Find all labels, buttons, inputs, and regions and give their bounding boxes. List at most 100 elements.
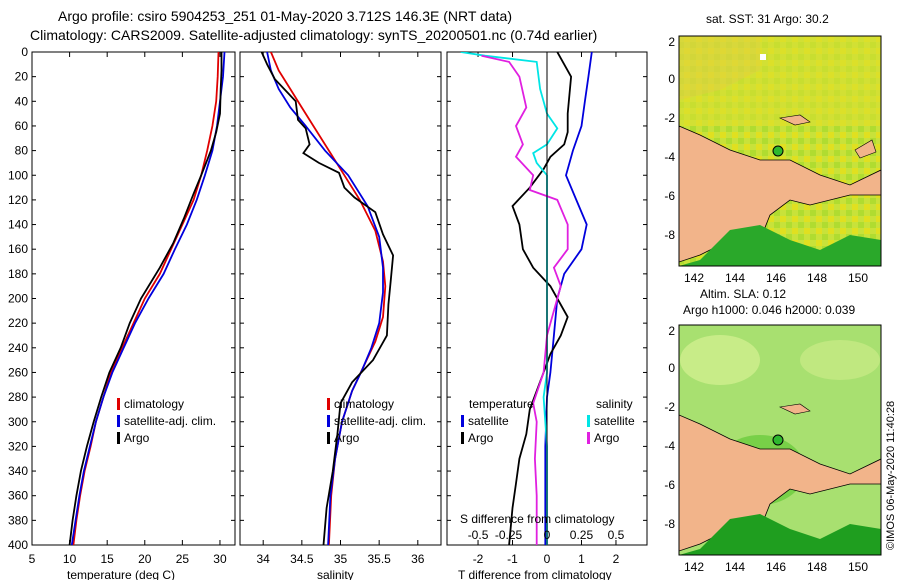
temperature-series <box>68 52 226 545</box>
difference-series-t-satellite <box>544 52 593 545</box>
sla-ytick: -2 <box>664 400 675 414</box>
depth-tick-label: 380 <box>8 513 28 527</box>
x-tick-label: 25 <box>176 552 190 566</box>
depth-axis: 0 20 40 60 80 100 120 140 160 180 200 220 240 260 280 3… <box>8 45 28 552</box>
legend-climatology: climatology <box>124 397 184 411</box>
sst-patch <box>679 36 760 100</box>
sla-high-blob <box>680 335 760 385</box>
sla-island <box>778 403 811 415</box>
salinity-series-satellite-adj-clim- <box>266 52 384 545</box>
sst-warm-band <box>679 36 881 126</box>
t-diff-xlabel: T difference from climatology <box>458 568 612 580</box>
sst-map-title: sat. SST: 31 Argo: 30.2 <box>706 12 829 26</box>
x-tick-label: 34 <box>257 552 271 566</box>
x-tick-label: 15 <box>101 552 115 566</box>
s-diff-tick-label: -0.5 <box>468 528 489 542</box>
depth-tick-label: 340 <box>8 464 28 478</box>
depth-tick-label: 220 <box>8 316 28 330</box>
sla-map-xticks: 142 144 146 148 150 <box>684 560 868 574</box>
sst-map-frame <box>678 35 882 267</box>
temperature-panel <box>31 51 236 546</box>
legend-satellite: satellite-adj. clim. <box>124 414 216 428</box>
salinity-series-argo <box>260 52 395 545</box>
depth-tick-label: 140 <box>8 218 28 232</box>
legend-satellite: satellite-adj. clim. <box>334 414 426 428</box>
temperature-series-satellite-adj-clim- <box>70 52 226 545</box>
x-tick-label: 10 <box>63 552 77 566</box>
x-tick-label: 35.5 <box>367 552 391 566</box>
legend-climatology: climatology <box>334 397 394 411</box>
depth-tick-label: 60 <box>15 119 29 133</box>
depth-tick-label: 40 <box>15 94 29 108</box>
s-diff-xlabel: S difference from climatology <box>460 512 615 526</box>
temperature-x-axis: 5 10 15 20 25 30 <box>29 51 235 566</box>
temperature-legend: climatology satellite-adj. clim. Argo <box>117 397 216 445</box>
difference-legend: temperature satellite Argo salinity sate… <box>461 397 635 445</box>
depth-tick-label: 120 <box>8 193 28 207</box>
difference-x-axis: -2 -1 0 1 2 <box>447 51 647 566</box>
sla-coastal-green <box>679 514 881 555</box>
sst-xtick: 144 <box>725 271 745 285</box>
sst-island <box>778 114 811 126</box>
salinity-series-climatology <box>270 52 387 545</box>
sla-ytick: -4 <box>664 439 675 453</box>
sst-map <box>679 36 881 266</box>
figure-title-line2: Climatology: CARS2009. Satellite-adjuste… <box>30 27 597 43</box>
depth-tick-label: 260 <box>8 365 28 379</box>
legend-t-argo: Argo <box>468 431 494 445</box>
legend-swatch-s-satellite <box>587 415 590 427</box>
salinity-xlabel: salinity <box>317 568 354 580</box>
x-tick-label: 30 <box>213 552 227 566</box>
sst-ytick: -6 <box>664 189 675 203</box>
sst-xtick: 150 <box>848 271 868 285</box>
depth-tick-label: 160 <box>8 242 28 256</box>
depth-tick-label: 100 <box>8 168 28 182</box>
depth-tick-label: 360 <box>8 489 28 503</box>
depth-tick-label: 400 <box>8 538 28 552</box>
s-diff-tick-label: -0.25 <box>495 528 523 542</box>
s-diff-tick-label: 0.5 <box>608 528 625 542</box>
s-diff-tick-label: 0.25 <box>570 528 594 542</box>
sla-ytick: 0 <box>668 361 675 375</box>
legend-swatch-s-argo <box>587 432 590 444</box>
sst-ytick: -2 <box>664 111 675 125</box>
sla-map-title: Altim. SLA: 0.12 <box>700 287 786 301</box>
legend-swatch-t-satellite <box>461 415 464 427</box>
legend-temperature-title: temperature <box>469 397 534 411</box>
temperature-series-argo <box>68 52 223 545</box>
sst-xtick: 148 <box>807 271 827 285</box>
legend-salinity-title: salinity <box>596 397 633 411</box>
salinity-series <box>260 52 395 545</box>
sst-ytick: -4 <box>664 150 675 164</box>
legend-s-argo: Argo <box>594 431 620 445</box>
sla-argo-marker <box>772 434 784 446</box>
sst-missing-pixel <box>760 54 766 60</box>
legend-s-satellite: satellite <box>594 414 635 428</box>
depth-tick-label: 200 <box>8 292 28 306</box>
x-tick-label: 1 <box>578 552 585 566</box>
salinity-panel <box>239 51 442 546</box>
salinity-x-axis: 34 34.5 35 35.5 36 <box>240 51 441 566</box>
sst-coastal-green <box>679 225 881 266</box>
sla-xtick: 144 <box>725 560 745 574</box>
x-tick-label: 36 <box>411 552 425 566</box>
depth-tick-label: 80 <box>15 144 29 158</box>
x-tick-label: 5 <box>29 552 36 566</box>
legend-swatch-t-argo <box>461 432 464 444</box>
sst-ytick: -8 <box>664 228 675 242</box>
temperature-xlabel: temperature (deg C) <box>67 568 175 580</box>
temperature-series-climatology <box>72 52 220 545</box>
sla-xtick: 142 <box>684 560 704 574</box>
legend-argo: Argo <box>124 431 150 445</box>
sla-xtick: 150 <box>848 560 868 574</box>
depth-tick-label: 280 <box>8 390 28 404</box>
legend-swatch-argo <box>327 432 330 444</box>
sst-xtick: 146 <box>766 271 786 285</box>
difference-series-s-argo <box>481 54 569 545</box>
legend-argo: Argo <box>334 431 360 445</box>
sla-ytick: -6 <box>664 478 675 492</box>
sst-map-xticks: 142 144 146 148 150 <box>684 271 868 285</box>
x-tick-label: 20 <box>138 552 152 566</box>
sla-high-blob-2 <box>800 340 880 380</box>
x-tick-label: 35 <box>334 552 348 566</box>
